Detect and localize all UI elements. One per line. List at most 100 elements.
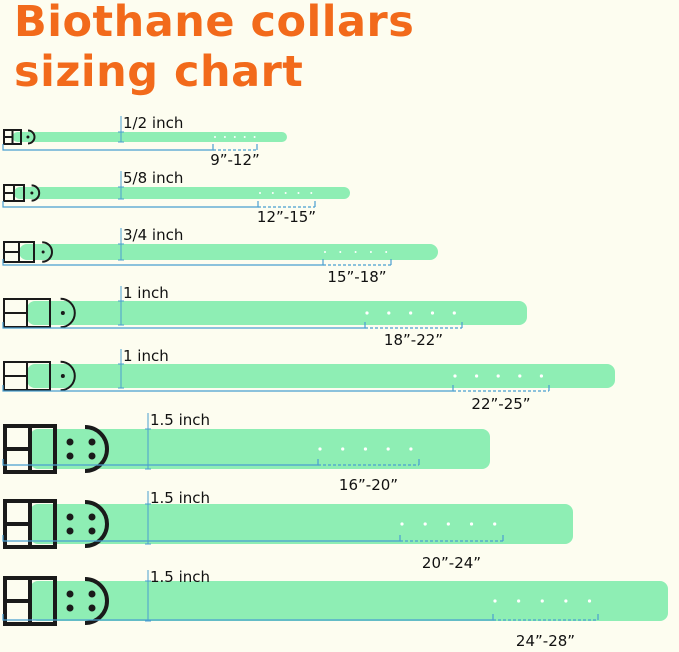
adjustment-hole: [385, 251, 388, 253]
d-ring-icon: [31, 184, 41, 202]
range-label: 9”-12”: [210, 151, 260, 169]
adjustment-hole: [400, 522, 404, 526]
adjustment-hole: [369, 251, 372, 253]
width-label: 1.5 inch: [150, 489, 210, 507]
title-line-2: sizing chart: [14, 47, 304, 97]
length-bracket: [2, 459, 319, 466]
rivet: [88, 513, 96, 521]
strap: [19, 244, 438, 260]
length-bracket: [2, 322, 366, 329]
width-label: 1/2 inch: [123, 114, 183, 132]
adjustment-hole: [539, 374, 544, 378]
strap: [30, 581, 668, 621]
d-ring-icon: [60, 297, 76, 329]
rivet: [30, 191, 34, 195]
adjustment-hole: [363, 447, 368, 451]
adjustment-hole: [354, 251, 357, 253]
adjustment-hole: [223, 136, 226, 138]
rivet: [88, 604, 96, 612]
length-bracket: [2, 535, 401, 542]
adjustment-hole: [214, 136, 216, 138]
rivet: [66, 438, 74, 446]
width-label: 3/4 inch: [123, 226, 183, 244]
rivet: [60, 374, 65, 378]
adjustment-hole: [271, 192, 274, 194]
rivet: [66, 590, 74, 598]
range-label: 15”-18”: [327, 268, 386, 286]
adjustment-hole: [339, 251, 342, 253]
strap: [30, 429, 490, 469]
rivet: [88, 590, 96, 598]
d-ring-icon: [60, 360, 76, 392]
adjustment-hole: [387, 311, 391, 315]
adjustment-hole: [341, 447, 345, 451]
adjustment-hole: [259, 192, 261, 194]
adjustment-hole: [446, 522, 450, 526]
width-label: 1.5 inch: [150, 568, 210, 586]
d-ring-icon: [84, 500, 109, 548]
rivet: [66, 604, 74, 612]
adjustment-hole: [409, 447, 413, 451]
rivet: [66, 527, 74, 535]
range-label: 18”-22”: [384, 331, 443, 349]
adjustment-hole: [284, 192, 287, 194]
adjustment-hole: [297, 192, 300, 194]
range-label: 16”-20”: [339, 476, 398, 494]
title-line-1: Biothane collars: [14, 0, 415, 47]
collar-6: 1.5 inch 16”-20”: [2, 411, 490, 494]
adjustment-hole: [475, 374, 479, 378]
adjustment-hole: [386, 447, 390, 451]
adjustment-hole: [365, 311, 369, 315]
width-label: 5/8 inch: [123, 169, 183, 187]
rivet: [60, 311, 65, 315]
rivet: [26, 135, 30, 139]
collar-3: 3/4 inch 15”-18”: [2, 226, 438, 286]
adjustment-hole: [469, 522, 474, 526]
adjustment-hole: [564, 599, 568, 603]
d-ring-icon: [42, 241, 53, 263]
strap: [27, 364, 615, 388]
adjustment-hole: [324, 251, 326, 253]
rivet: [88, 452, 96, 460]
d-ring-icon: [84, 425, 109, 473]
collar-5: 1 inch 22”-25”: [2, 347, 615, 413]
rivet: [41, 250, 45, 254]
width-label: 1.5 inch: [150, 411, 210, 429]
adjustment-hole: [587, 599, 592, 603]
range-label: 20”-24”: [422, 554, 481, 572]
range-label: 22”-25”: [471, 395, 530, 413]
adjustment-hole: [517, 599, 521, 603]
adjustment-hole: [409, 311, 413, 315]
rivet: [66, 513, 74, 521]
adjustment-hole: [430, 311, 435, 315]
strap: [30, 504, 573, 544]
width-label: 1 inch: [123, 284, 169, 302]
adjustment-hole: [243, 136, 246, 138]
adjustment-hole: [540, 599, 544, 603]
d-ring-icon: [84, 577, 109, 625]
strap: [14, 187, 350, 199]
length-bracket: [2, 385, 454, 392]
adjustment-hole: [253, 136, 256, 138]
adjustment-hole: [496, 374, 500, 378]
d-ring-icon: [27, 129, 36, 145]
adjustment-hole: [318, 447, 322, 451]
width-label: 1 inch: [123, 347, 169, 365]
collar-4: 1 inch 18”-22”: [2, 284, 527, 349]
adjustment-hole: [233, 136, 236, 138]
adjustment-hole: [452, 311, 456, 315]
adjustment-hole: [453, 374, 457, 378]
length-bracket: [2, 259, 324, 266]
adjustment-hole: [423, 522, 427, 526]
adjustment-hole: [493, 522, 497, 526]
collar-1: 1/2 inch 9”-12”: [2, 114, 287, 169]
rivet: [88, 527, 96, 535]
collar-2: 5/8 inch 12”-15”: [2, 169, 350, 226]
adjustment-hole: [310, 192, 313, 194]
adjustment-hole: [518, 374, 522, 378]
rivet: [88, 438, 96, 446]
length-bracket: [2, 614, 494, 621]
adjustment-hole: [493, 599, 497, 603]
collar-7: 1.5 inch 20”-24”: [2, 489, 573, 572]
